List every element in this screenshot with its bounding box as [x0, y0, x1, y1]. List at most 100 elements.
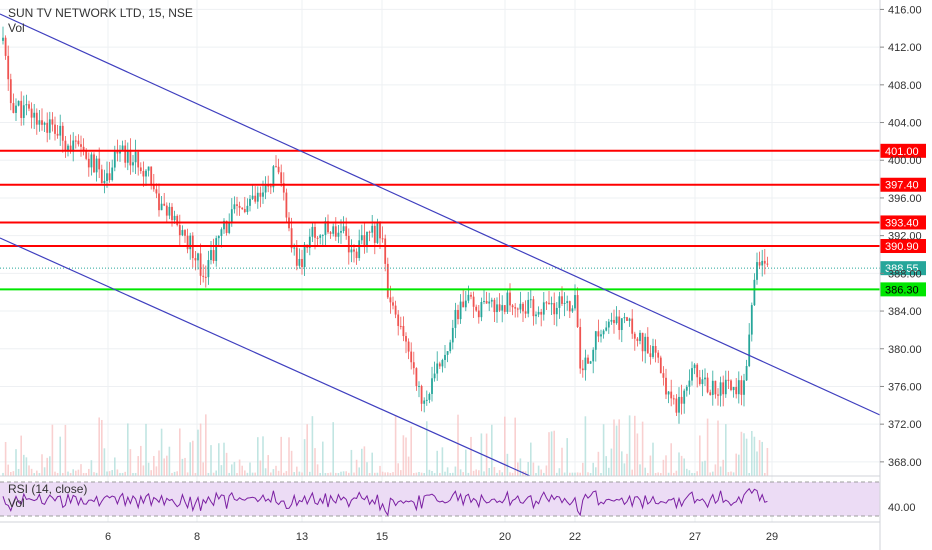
- candle-body: [558, 296, 561, 308]
- volume-bar: [379, 465, 381, 476]
- volume-bar: [618, 419, 620, 476]
- candle-body: [7, 55, 10, 80]
- volume-bar: [267, 455, 269, 476]
- volume-bar: [319, 472, 321, 476]
- candle-body: [675, 398, 678, 413]
- candle-body: [368, 231, 371, 233]
- y-tick-label: 376.00: [888, 381, 922, 393]
- candle-body: [251, 195, 254, 199]
- candle-body: [238, 205, 241, 208]
- volume-bar: [446, 467, 449, 476]
- candle-body: [652, 346, 654, 357]
- candle-body: [420, 385, 423, 404]
- candle-body: [488, 301, 491, 304]
- candle-body: [688, 380, 691, 387]
- level-label-bg: [880, 215, 926, 230]
- volume-bar: [142, 465, 145, 476]
- candle-body: [316, 237, 319, 239]
- level-label-bg: [880, 282, 926, 297]
- candle-body: [441, 359, 444, 367]
- y-tick-label: 416.00: [888, 4, 922, 16]
- volume-bar: [251, 472, 254, 476]
- rsi-legend: RSI (14, close): [8, 482, 88, 496]
- volume-bar: [530, 442, 532, 476]
- candle-body: [2, 37, 4, 41]
- volume-bar: [678, 452, 680, 476]
- candle-body: [142, 171, 145, 177]
- candle-body: [613, 319, 615, 324]
- volume-bar: [605, 456, 607, 476]
- volume-bar: [93, 472, 95, 476]
- candle-body: [485, 300, 488, 304]
- candle-body: [615, 316, 618, 324]
- volume-bar: [665, 455, 667, 476]
- candle-body: [311, 226, 314, 237]
- candle-body: [527, 299, 530, 314]
- volume-bar: [649, 455, 652, 476]
- volume-bar: [522, 471, 524, 476]
- volume-bar: [394, 415, 397, 476]
- candle-body: [727, 379, 730, 381]
- volume-bar: [270, 472, 272, 476]
- candle-body: [753, 279, 756, 306]
- candle-body: [46, 122, 49, 133]
- volume-bar: [701, 461, 704, 476]
- candle-body: [176, 215, 179, 226]
- volume-bar: [766, 447, 769, 476]
- volume-bar: [160, 428, 163, 476]
- volume-bar: [623, 463, 626, 476]
- candle-body: [48, 119, 51, 133]
- volume-bar: [181, 458, 184, 476]
- candle-body: [389, 297, 392, 303]
- volume-bar: [475, 469, 477, 476]
- candle-body: [405, 336, 407, 342]
- volume-bar: [371, 452, 373, 476]
- candle-body: [360, 235, 363, 241]
- volume-bar: [683, 458, 685, 476]
- candle-body: [722, 382, 725, 395]
- candle-body: [462, 301, 465, 308]
- volume-bar: [179, 428, 181, 476]
- volume-bar: [20, 435, 22, 476]
- candle-body: [631, 318, 634, 334]
- volume-bar: [103, 448, 106, 476]
- candle-body: [480, 301, 483, 318]
- volume-bar: [722, 459, 724, 476]
- volume-bar: [280, 436, 282, 476]
- candle-body: [522, 303, 524, 312]
- candle-body: [620, 318, 623, 331]
- candle-body: [298, 258, 301, 266]
- candle-body: [355, 251, 358, 259]
- volume-bar: [288, 437, 290, 476]
- candle-body: [587, 357, 589, 364]
- candle-body: [210, 250, 212, 261]
- volume-bar: [257, 437, 259, 476]
- candle-body: [342, 226, 345, 232]
- volume-bar: [314, 448, 316, 476]
- volume-bar: [163, 458, 165, 476]
- candle-body: [197, 253, 199, 261]
- candle-body: [451, 327, 454, 343]
- candle-body: [425, 399, 428, 401]
- candle-body: [152, 185, 155, 190]
- volume-bar: [361, 448, 363, 476]
- candle-body: [410, 351, 413, 363]
- volume-bar: [23, 454, 25, 476]
- candle-body: [407, 341, 410, 352]
- candle-body: [717, 394, 719, 396]
- candle-body: [228, 221, 231, 233]
- chart-title: SUN TV NETWORK LTD, 15, NSE: [8, 6, 193, 20]
- volume-bar: [667, 472, 670, 476]
- volume-bar: [730, 471, 732, 476]
- candle-body: [618, 316, 621, 331]
- candle-body: [472, 296, 475, 307]
- volume-bar: [147, 462, 150, 476]
- candle-body: [678, 396, 680, 413]
- candle-body: [542, 302, 545, 315]
- candle-body: [173, 215, 176, 221]
- candle-body: [493, 299, 496, 313]
- candle-body: [124, 145, 127, 163]
- candle-body: [561, 296, 563, 304]
- volume-bar: [64, 424, 67, 476]
- volume-bar: [366, 462, 368, 476]
